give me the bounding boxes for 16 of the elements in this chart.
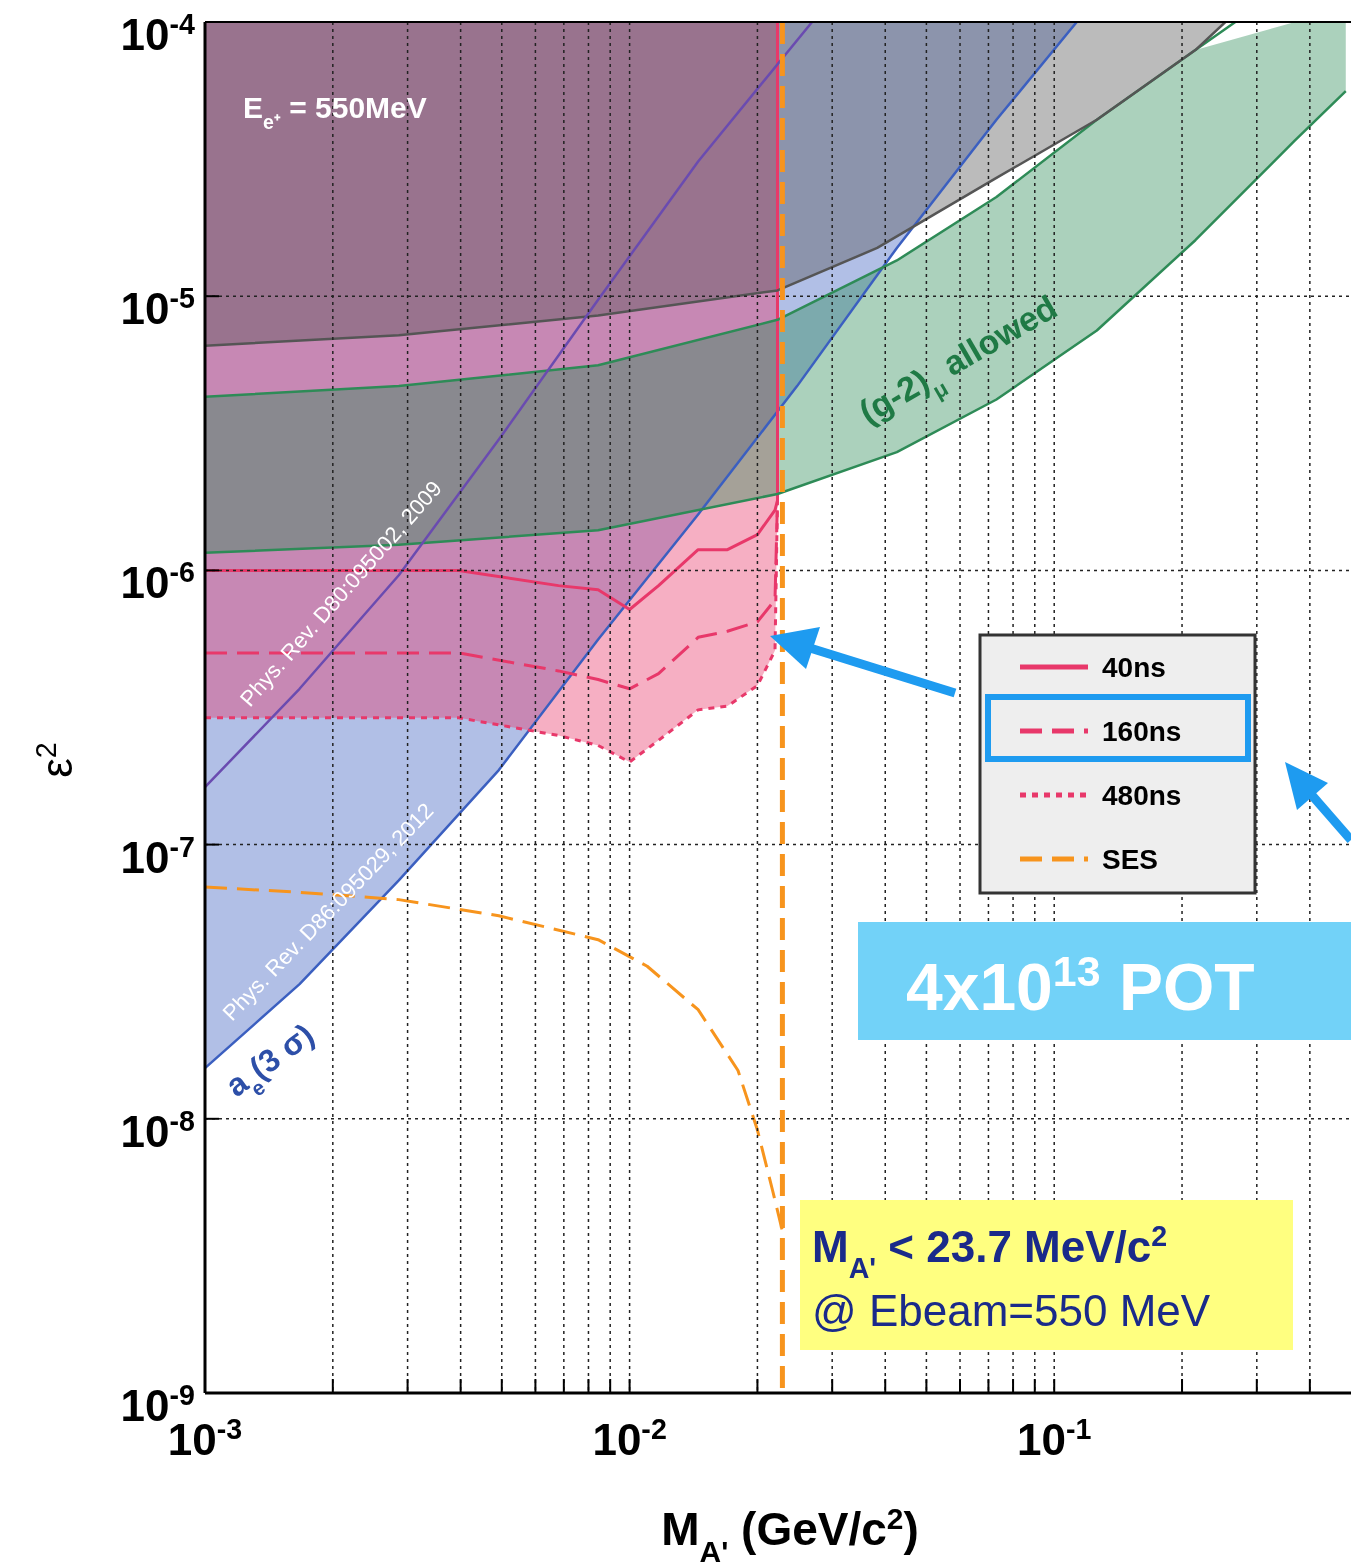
- legend-label: 160ns: [1102, 716, 1182, 747]
- legend-label: 480ns: [1102, 780, 1182, 811]
- annotation: E$_{e⁺}$ = 550MeV: [243, 91, 427, 133]
- y-tick-label: 10$^{-7}$: [120, 830, 195, 882]
- annotation: @ Ebeam=550 MeV: [812, 1286, 1211, 1335]
- legend-label: SES: [1102, 844, 1159, 875]
- y-tick-label: 10$^{-8}$: [120, 1104, 196, 1156]
- x-tick-label: 10$^{-1}$: [1017, 1413, 1092, 1464]
- annotation: 4x10$^{13}$ POT: [906, 947, 1255, 1024]
- y-tick-label: 10$^{-5}$: [120, 282, 196, 334]
- legend-label: 40ns: [1102, 652, 1166, 683]
- x-tick-label: 10$^{-2}$: [592, 1413, 667, 1464]
- x-axis-title: M$_{A'}$ (GeV/c$^{2}$): [661, 1501, 919, 1564]
- y-tick-label: 10$^{-4}$: [120, 8, 196, 59]
- annotation: M$_{A'}$ < 23.7 MeV/c$^{2}$: [812, 1220, 1168, 1284]
- y-tick-label: 10$^{-6}$: [120, 556, 195, 608]
